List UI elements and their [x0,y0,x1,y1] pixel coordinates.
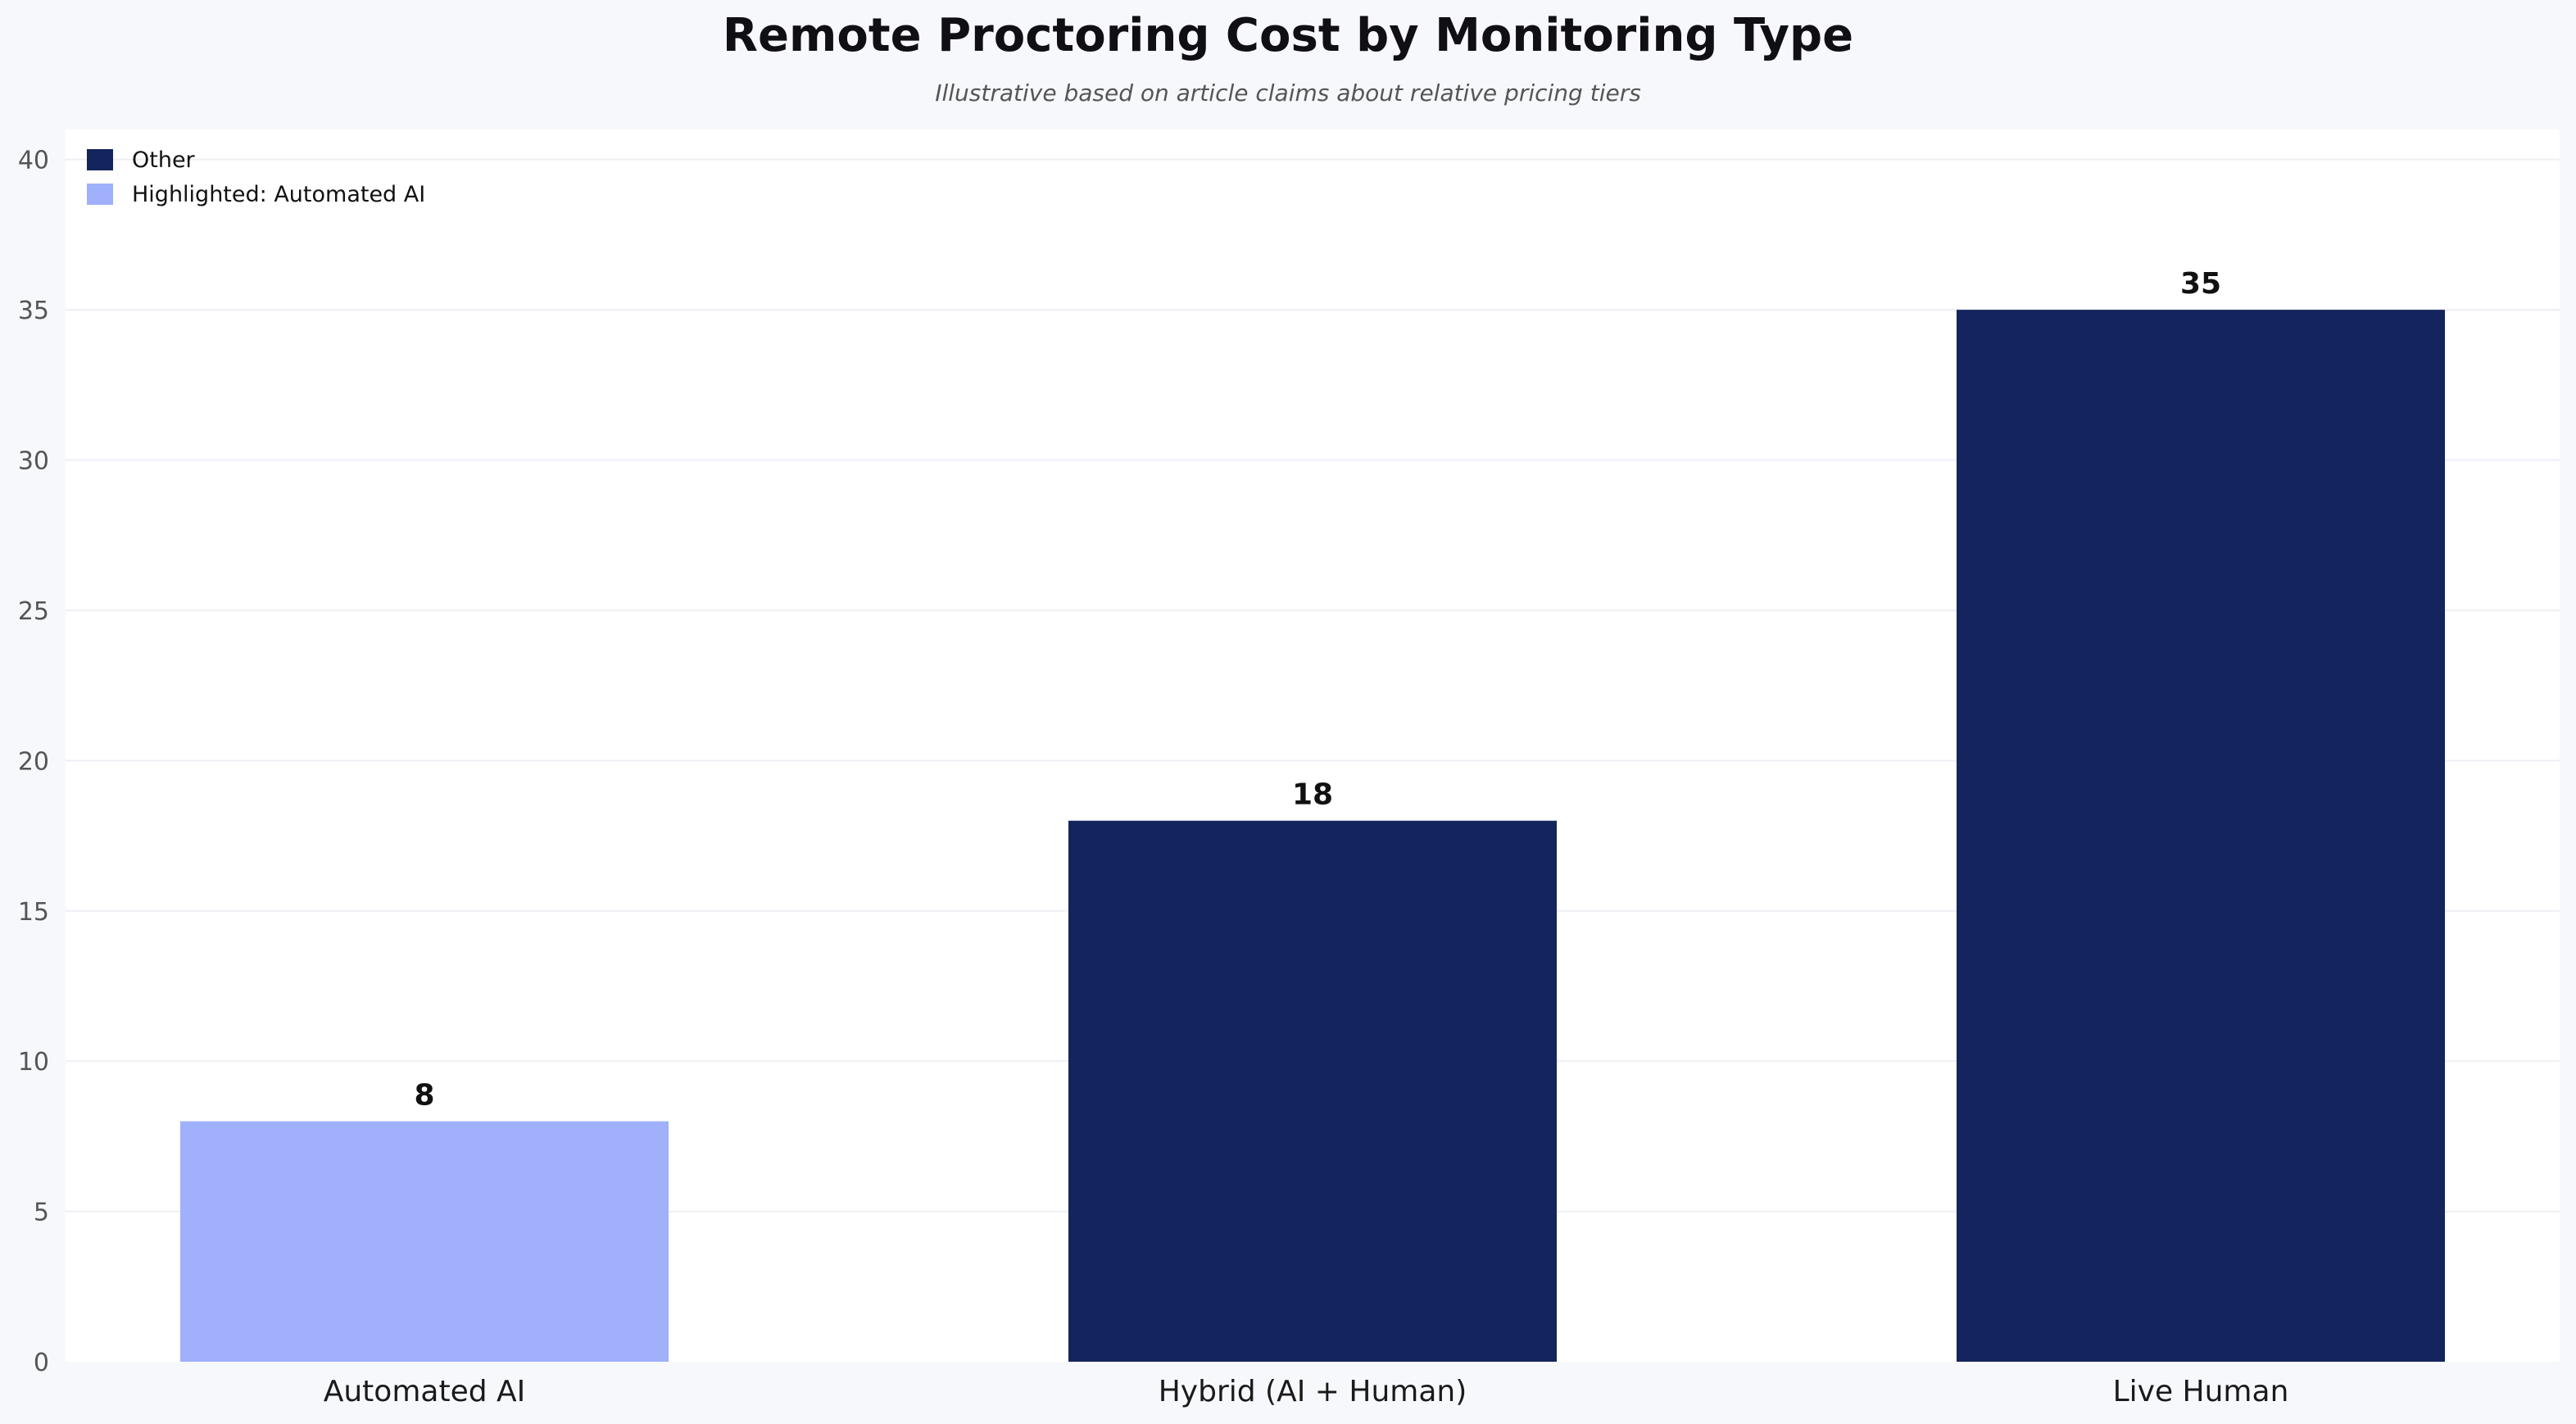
y-tick-label-15: 15 [18,898,49,927]
data-label-automated-ai: 8 [414,1079,434,1113]
y-axis-ticks: 0 5 10 15 20 25 30 35 40 [18,147,49,1377]
x-tick-label-hybrid-ai-human: Hybrid (AI + Human) [1159,1375,1467,1408]
data-label-live-human: 35 [2180,267,2221,301]
legend-swatch-other [87,149,113,170]
data-label-hybrid-ai-human: 18 [1292,778,1333,812]
y-tick-label-0: 0 [34,1349,49,1377]
bar-hybrid-ai-human [1068,820,1557,1362]
x-tick-label-automated-ai: Automated AI [324,1375,526,1408]
bar-automated-ai [180,1121,669,1362]
y-tick-label-20: 20 [18,747,49,776]
x-axis-ticks: Automated AI Hybrid (AI + Human) Live Huma… [324,1375,2289,1408]
legend: Other Highlighted: Automated AI [87,147,425,207]
y-tick-label-5: 5 [34,1199,49,1227]
chart-subtitle: Illustrative based on article claims abo… [935,79,1641,107]
bar-live-human [1957,310,2445,1363]
bars [180,310,2445,1363]
legend-label-highlighted-automated-ai: Highlighted: Automated AI [132,182,425,207]
y-tick-label-40: 40 [18,147,49,175]
chart-title: Remote Proctoring Cost by Monitoring Typ… [722,9,1854,62]
x-tick-label-live-human: Live Human [2113,1375,2289,1408]
y-tick-label-10: 10 [18,1048,49,1077]
legend-swatch-highlighted-automated-ai [87,184,113,205]
legend-label-other: Other [132,147,196,173]
y-tick-label-25: 25 [18,597,49,626]
y-tick-label-30: 30 [18,447,49,476]
y-tick-label-35: 35 [18,297,49,325]
data-labels: 8 18 35 [414,267,2221,1112]
